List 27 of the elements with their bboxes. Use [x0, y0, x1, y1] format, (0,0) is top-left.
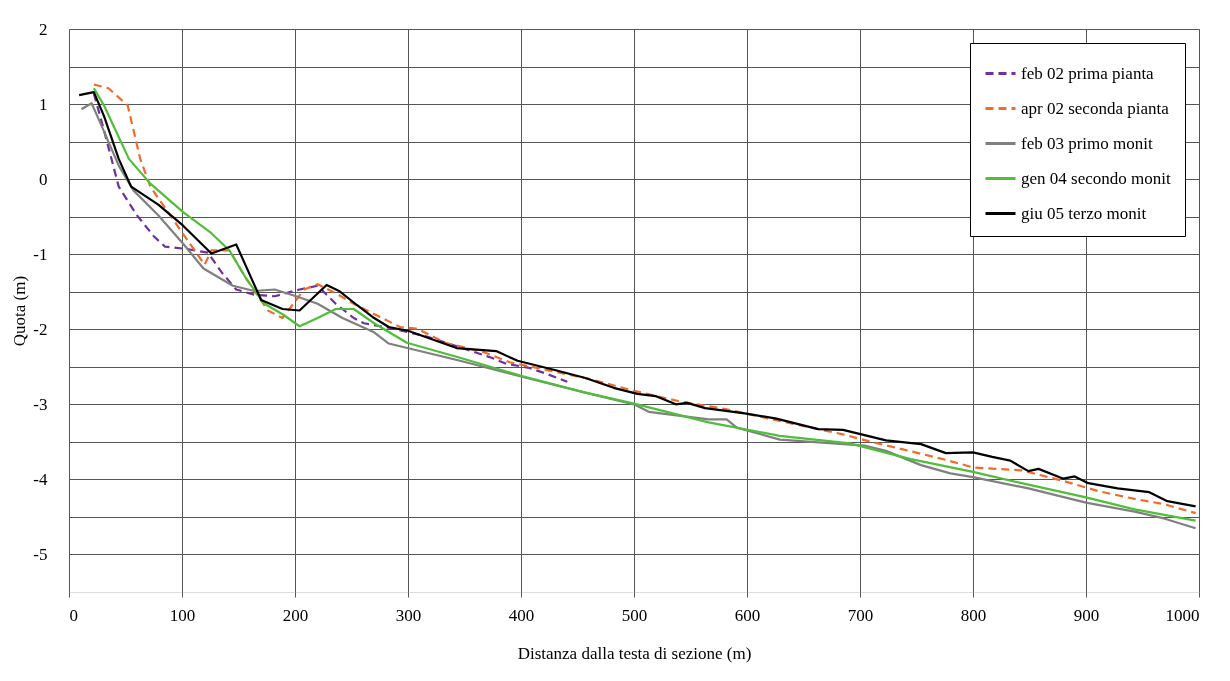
- x-axis-title: Distanza dalla testa di sezione (m): [517, 643, 752, 663]
- legend-label: apr 02 seconda pianta: [1021, 98, 1170, 118]
- legend-label: feb 03 primo monit: [1021, 133, 1154, 153]
- x-tick-label: 300: [395, 605, 422, 625]
- x-tick-label: 700: [847, 605, 874, 625]
- x-tick-label: 900: [1073, 605, 1100, 625]
- legend-label: giu 05 terzo monit: [1021, 203, 1147, 223]
- legend-label: gen 04 secondo monit: [1021, 168, 1171, 188]
- x-tick-label: 800: [960, 605, 987, 625]
- y-tick-label: -4: [33, 469, 48, 489]
- x-tick-label: 400: [508, 605, 535, 625]
- x-tick-label: 100: [169, 605, 196, 625]
- x-tick-label: 1000: [1165, 605, 1200, 625]
- legend-label: feb 02 prima pianta: [1021, 63, 1155, 83]
- y-tick-label: -5: [33, 544, 48, 564]
- x-tick-label: 600: [734, 605, 761, 625]
- y-tick-label: 2: [39, 19, 48, 39]
- line-series: [92, 92, 569, 383]
- y-tick-label: 0: [39, 169, 48, 189]
- y-tick-label: -3: [33, 394, 48, 414]
- y-tick-label: -1: [33, 244, 48, 264]
- x-tick-label: 500: [621, 605, 648, 625]
- x-tick-label: 200: [282, 605, 309, 625]
- y-axis-title: Quota (m): [10, 275, 30, 347]
- x-tick-label: 0: [69, 605, 78, 625]
- y-tick-label: -2: [33, 319, 48, 339]
- y-tick-label: 1: [39, 94, 48, 114]
